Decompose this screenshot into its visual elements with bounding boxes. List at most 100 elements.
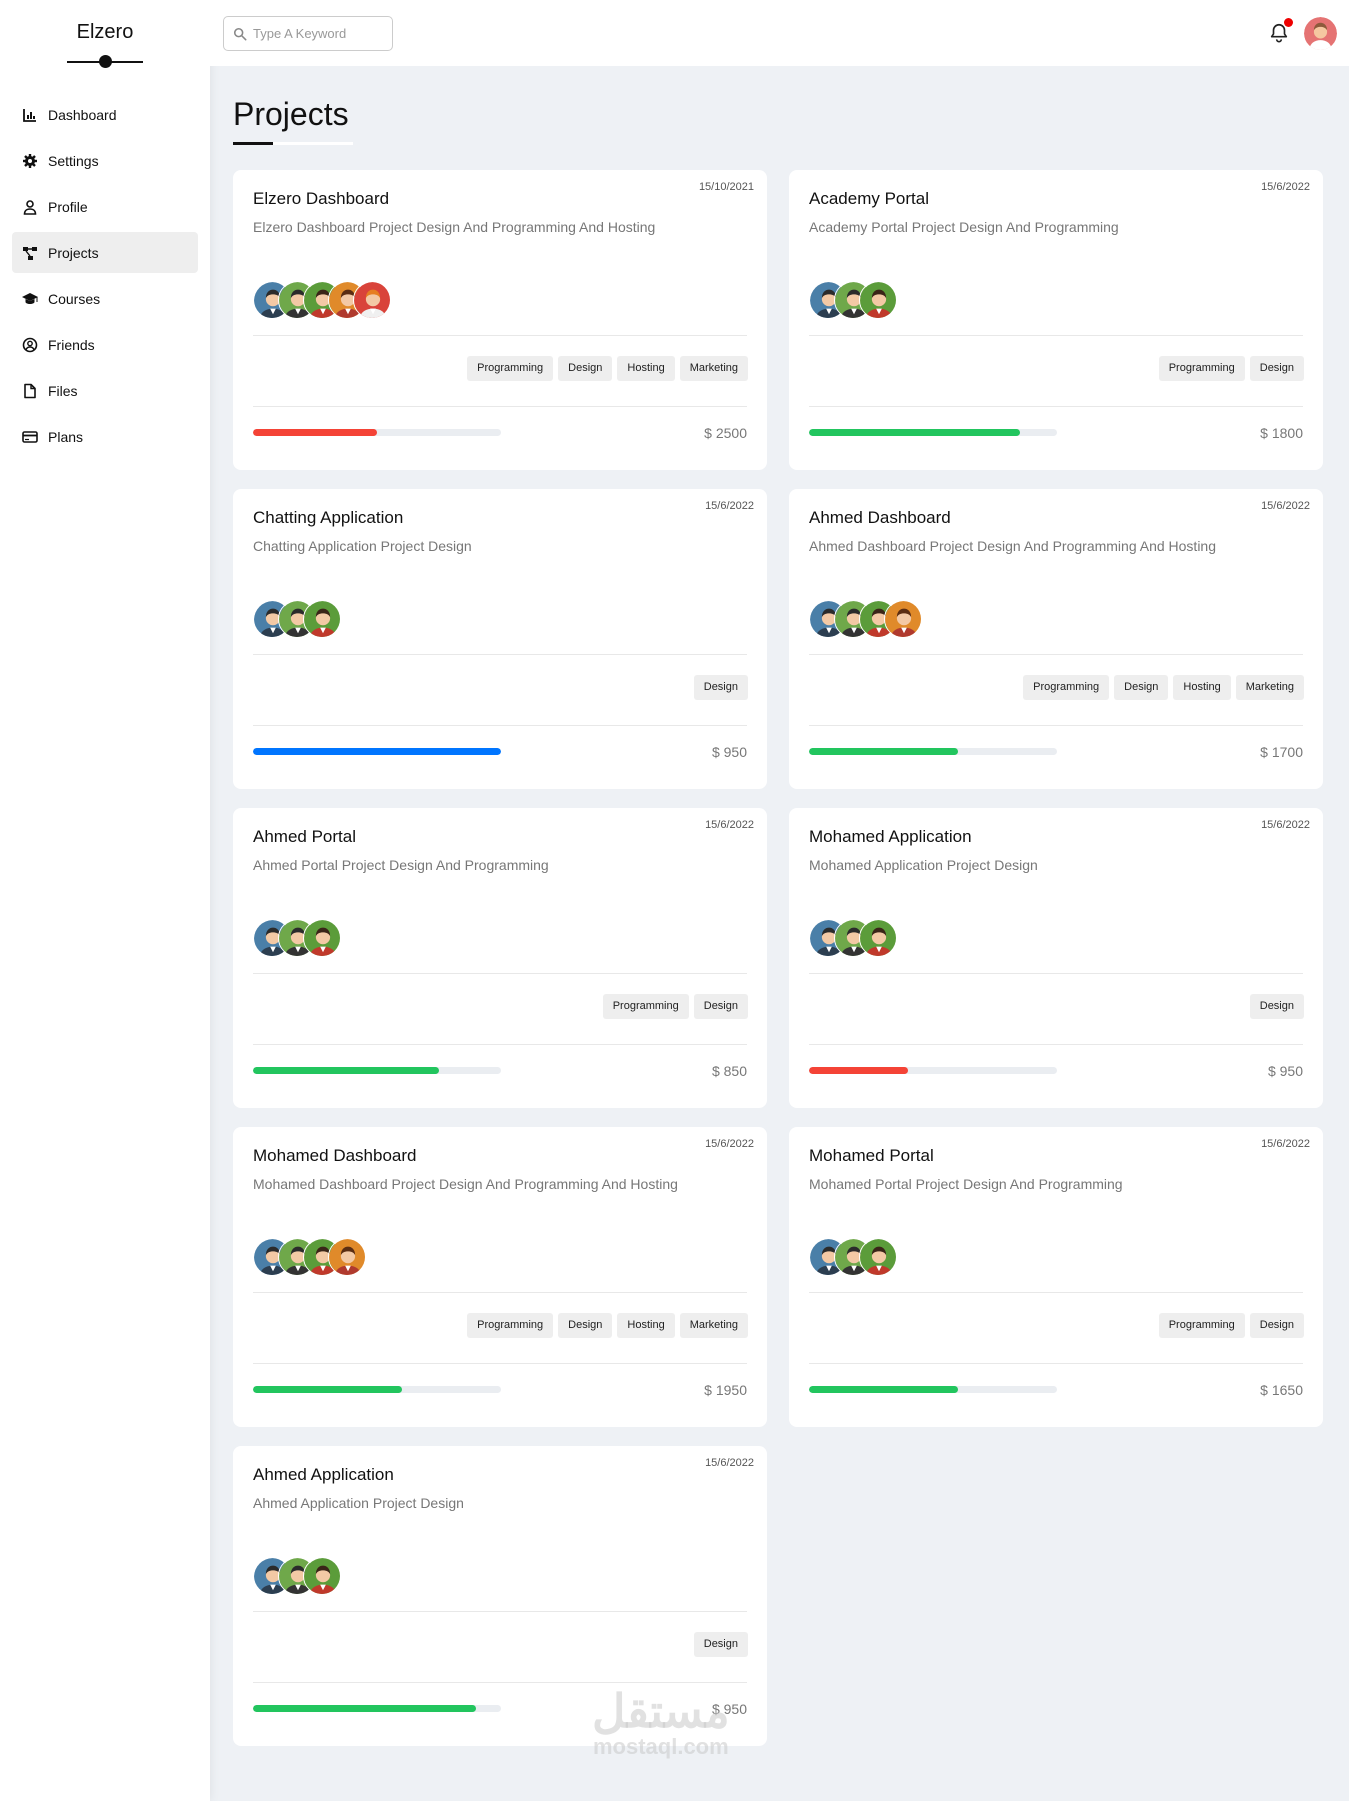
sidebar-item-projects[interactable]: Projects — [12, 232, 198, 273]
divider — [253, 725, 747, 726]
tag-programming: Programming — [467, 356, 554, 381]
divider — [809, 973, 1303, 974]
team-avatars — [809, 281, 897, 319]
tag-marketing: Marketing — [679, 1313, 748, 1338]
project-description: Ahmed Application Project Design — [253, 1495, 464, 1511]
divider — [253, 973, 747, 974]
project-date: 15/6/2022 — [705, 1138, 754, 1150]
progress-bar — [809, 748, 1057, 755]
sidebar-item-friends[interactable]: Friends — [12, 324, 198, 365]
project-title: Academy Portal — [809, 189, 929, 208]
team-member-avatar[interactable] — [859, 1238, 897, 1276]
graduation-cap-icon — [22, 291, 48, 307]
brand-underline — [67, 54, 143, 68]
credit-card-icon — [22, 429, 48, 445]
tag-design: Design — [1249, 356, 1304, 381]
tag-marketing: Marketing — [679, 356, 748, 381]
divider — [809, 1044, 1303, 1045]
project-card[interactable]: 15/6/2022 Ahmed Dashboard Ahmed Dashboard … — [789, 489, 1323, 789]
progress-bar — [809, 429, 1057, 436]
sidebar-item-label: Friends — [48, 336, 95, 353]
project-date: 15/6/2022 — [1261, 181, 1310, 193]
project-description: Mohamed Dashboard Project Design And Pro… — [253, 1176, 678, 1192]
team-member-avatar[interactable] — [859, 281, 897, 319]
tag-programming: Programming — [1023, 675, 1110, 700]
sidebar-item-files[interactable]: Files — [12, 370, 198, 411]
page-title: Projects — [233, 96, 349, 132]
project-description: Mohamed Application Project Design — [809, 857, 1038, 873]
team-avatars — [809, 600, 922, 638]
progress-bar — [253, 1067, 501, 1074]
divider — [253, 654, 747, 655]
divider — [809, 654, 1303, 655]
team-member-avatar[interactable] — [303, 600, 341, 638]
tag-hosting: Hosting — [617, 1313, 675, 1338]
project-description: Mohamed Portal Project Design And Progra… — [809, 1176, 1123, 1192]
gear-icon — [22, 153, 48, 169]
divider — [253, 1682, 747, 1683]
search-input[interactable] — [253, 26, 383, 41]
project-description: Elzero Dashboard Project Design And Prog… — [253, 219, 656, 235]
project-tags: Programming Design — [602, 994, 748, 1019]
project-price: $ 1950 — [704, 1382, 747, 1398]
progress-bar — [253, 1705, 501, 1712]
divider — [809, 406, 1303, 407]
progress-bar — [253, 1386, 501, 1393]
sidebar-item-profile[interactable]: Profile — [12, 186, 198, 227]
tag-design: Design — [1249, 994, 1304, 1019]
team-member-avatar[interactable] — [859, 919, 897, 957]
project-card[interactable]: 15/6/2022 Mohamed Application Mohamed Appl… — [789, 808, 1323, 1108]
team-member-avatar[interactable] — [884, 600, 922, 638]
sidebar-item-label: Plans — [48, 428, 84, 445]
project-card[interactable]: 15/6/2022 Ahmed Portal Ahmed Portal Projec… — [233, 808, 767, 1108]
project-card[interactable]: 15/6/2022 Mohamed Portal Mohamed Portal Pr… — [789, 1127, 1323, 1427]
tag-programming: Programming — [467, 1313, 554, 1338]
project-tags: Design — [1249, 994, 1304, 1019]
project-date: 15/6/2022 — [705, 500, 754, 512]
divider — [809, 335, 1303, 336]
tag-design: Design — [693, 675, 748, 700]
progress-bar — [253, 748, 501, 755]
project-tags: Programming Design Hosting Marketing — [467, 1313, 748, 1338]
project-diagram-icon — [22, 245, 48, 261]
progress-fill — [253, 1067, 439, 1074]
sidebar-item-dashboard[interactable]: Dashboard — [12, 94, 198, 135]
progress-fill — [809, 1386, 958, 1393]
sidebar-item-settings[interactable]: Settings — [12, 140, 198, 181]
progress-fill — [253, 429, 377, 436]
project-tags: Design — [693, 675, 748, 700]
tag-design: Design — [558, 356, 613, 381]
project-tags: Design — [693, 1632, 748, 1657]
search-box[interactable] — [223, 16, 393, 51]
user-icon — [22, 199, 48, 215]
team-avatars — [253, 600, 341, 638]
sidebar-item-courses[interactable]: Courses — [12, 278, 198, 319]
project-card[interactable]: 15/6/2022 Ahmed Application Ahmed Applicat… — [233, 1446, 767, 1746]
project-date: 15/10/2021 — [698, 181, 754, 193]
user-avatar[interactable] — [1304, 17, 1337, 50]
team-member-avatar[interactable] — [303, 1557, 341, 1595]
project-title: Chatting Application — [253, 508, 404, 527]
project-description: Ahmed Dashboard Project Design And Progr… — [809, 538, 1216, 554]
team-member-avatar[interactable] — [353, 281, 391, 319]
team-member-avatar[interactable] — [328, 1238, 366, 1276]
team-avatars — [809, 919, 897, 957]
tag-design: Design — [1249, 1313, 1304, 1338]
project-card[interactable]: 15/6/2022 Chatting Application Chatting Ap… — [233, 489, 767, 789]
notifications-button[interactable] — [1268, 18, 1293, 44]
progress-fill — [253, 1705, 477, 1712]
progress-fill — [253, 748, 501, 755]
project-price: $ 950 — [711, 1701, 747, 1717]
tag-hosting: Hosting — [617, 356, 675, 381]
project-card[interactable]: 15/10/2021 Elzero Dashboard Elzero Dashboa… — [233, 170, 767, 470]
project-date: 15/6/2022 — [705, 819, 754, 831]
project-card[interactable]: 15/6/2022 Academy Portal Academy Portal Pr… — [789, 170, 1323, 470]
watermark: مستقل mostaql.com — [592, 1685, 730, 1759]
sidebar-item-plans[interactable]: Plans — [12, 416, 198, 457]
project-card[interactable]: 15/6/2022 Mohamed Dashboard Mohamed Dashbo… — [233, 1127, 767, 1427]
project-date: 15/6/2022 — [1261, 819, 1310, 831]
team-avatars — [253, 919, 341, 957]
project-title: Mohamed Dashboard — [253, 1146, 417, 1165]
team-member-avatar[interactable] — [303, 919, 341, 957]
user-circle-icon — [22, 337, 48, 353]
